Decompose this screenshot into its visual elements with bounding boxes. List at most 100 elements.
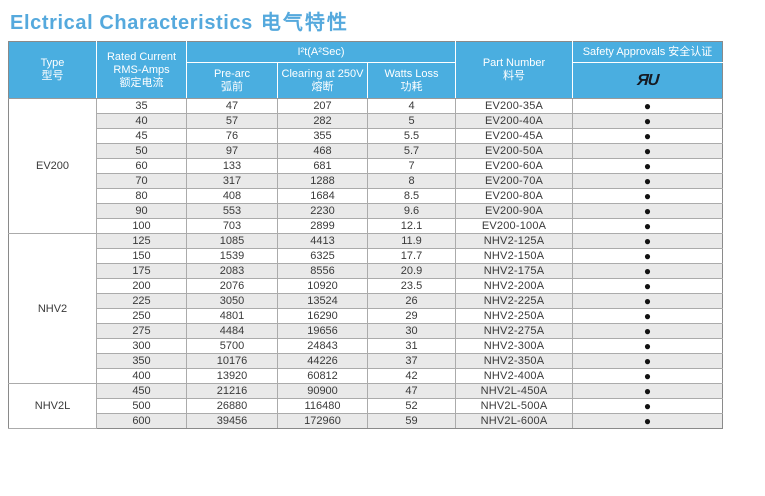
table-row: 80 408 1684 8.5 EV200-80A ● bbox=[9, 188, 724, 204]
pre-arc-cell: 2083 bbox=[186, 263, 278, 279]
approval-dot: ● bbox=[572, 203, 724, 219]
part-number-cell: NHV2-125A bbox=[455, 233, 574, 249]
part-number-cell: EV200-35A bbox=[455, 98, 574, 114]
rated-current-cell: 175 bbox=[96, 263, 187, 279]
page-title-en: Elctrical Characteristics bbox=[10, 12, 253, 34]
approval-dot: ● bbox=[572, 323, 724, 339]
part-number-cell: NHV2-300A bbox=[455, 338, 574, 354]
watts-loss-cell: 9.6 bbox=[366, 203, 457, 219]
part-number-cell: NHV2L-450A bbox=[455, 383, 574, 399]
table-row: 150 1539 6325 17.7 NHV2-150A ● bbox=[9, 248, 724, 264]
part-number-cell: NHV2L-500A bbox=[455, 398, 574, 414]
pre-arc-cell: 26880 bbox=[186, 398, 278, 414]
pre-arc-cell: 76 bbox=[186, 128, 278, 144]
table-row: 600 39456 172960 59 NHV2L-600A ● bbox=[9, 413, 724, 429]
part-number-cell: EV200-50A bbox=[455, 143, 574, 159]
approval-dot: ● bbox=[572, 233, 724, 249]
approval-dot: ● bbox=[572, 398, 724, 414]
clearing-cell: 13524 bbox=[277, 293, 368, 309]
part-number-cell: EV200-40A bbox=[455, 113, 574, 129]
pre-arc-cell: 5700 bbox=[186, 338, 278, 354]
rated-current-cell: 90 bbox=[96, 203, 187, 219]
clearing-cell: 116480 bbox=[277, 398, 368, 414]
part-number-cell: NHV2-350A bbox=[455, 353, 574, 369]
part-number-cell: EV200-45A bbox=[455, 128, 574, 144]
table-row: 350 10176 44226 37 NHV2-350A ● bbox=[9, 353, 724, 369]
watts-loss-cell: 59 bbox=[366, 413, 457, 429]
col-header-watts-loss-zh: 功耗 bbox=[400, 80, 423, 93]
rated-current-cell: 250 bbox=[96, 308, 187, 324]
rated-current-cell: 225 bbox=[96, 293, 187, 309]
watts-loss-cell: 5.5 bbox=[366, 128, 457, 144]
clearing-cell: 468 bbox=[277, 143, 368, 159]
approval-dot: ● bbox=[572, 308, 724, 324]
clearing-cell: 10920 bbox=[277, 278, 368, 294]
pre-arc-cell: 4484 bbox=[186, 323, 278, 339]
clearing-cell: 4413 bbox=[277, 233, 368, 249]
approval-dot: ● bbox=[572, 158, 724, 174]
part-number-cell: NHV2-200A bbox=[455, 278, 574, 294]
table-row: 300 5700 24843 31 NHV2-300A ● bbox=[9, 338, 724, 354]
table-row: 275 4484 19656 30 NHV2-275A ● bbox=[9, 323, 724, 339]
col-header-i2t-label: I²t(A²Sec) bbox=[297, 45, 345, 58]
table-row: 175 2083 8556 20.9 NHV2-175A ● bbox=[9, 263, 724, 279]
page-title-zh: 电气特性 bbox=[260, 12, 349, 34]
table-row: 50 97 468 5.7 EV200-50A ● bbox=[9, 143, 724, 159]
approval-dot: ● bbox=[572, 263, 724, 279]
clearing-cell: 172960 bbox=[277, 413, 368, 429]
approval-dot: ● bbox=[572, 413, 724, 429]
approval-dot: ● bbox=[572, 248, 724, 264]
watts-loss-cell: 23.5 bbox=[366, 278, 457, 294]
rated-current-cell: 45 bbox=[96, 128, 187, 144]
part-number-cell: EV200-100A bbox=[455, 218, 574, 234]
part-number-cell: NHV2L-600A bbox=[455, 413, 574, 429]
table-row: 45 76 355 5.5 EV200-45A ● bbox=[9, 128, 724, 144]
table-row: 40 57 282 5 EV200-40A ● bbox=[9, 113, 724, 129]
approval-dot: ● bbox=[572, 383, 724, 399]
table-row: NHV2L 450 21216 90900 47 NHV2L-450A ● bbox=[8, 383, 724, 429]
watts-loss-cell: 8.5 bbox=[366, 188, 457, 204]
part-number-cell: NHV2-175A bbox=[455, 263, 574, 279]
rated-current-cell: 400 bbox=[96, 368, 187, 384]
pre-arc-cell: 408 bbox=[186, 188, 278, 204]
clearing-cell: 282 bbox=[277, 113, 368, 129]
approval-dot: ● bbox=[572, 278, 724, 294]
col-header-rated-current-zh: 额定电流 bbox=[119, 76, 164, 89]
rated-current-cell: 200 bbox=[96, 278, 187, 294]
watts-loss-cell: 26 bbox=[366, 293, 457, 309]
watts-loss-cell: 31 bbox=[366, 338, 457, 354]
table-row: 90 553 2230 9.6 EV200-90A ● bbox=[9, 203, 724, 219]
ul-mark-cell: ЯU bbox=[572, 62, 724, 99]
col-header-clearing: Clearing at 250V 熔断 bbox=[277, 62, 368, 99]
approval-dot: ● bbox=[572, 218, 724, 234]
rated-current-cell: 50 bbox=[96, 143, 187, 159]
pre-arc-cell: 1539 bbox=[186, 248, 278, 264]
part-number-cell: EV200-90A bbox=[455, 203, 574, 219]
pre-arc-cell: 4801 bbox=[186, 308, 278, 324]
table-row: 400 13920 60812 42 NHV2-400A ● bbox=[9, 368, 724, 384]
approval-dot: ● bbox=[572, 98, 724, 114]
table-row: 100 703 2899 12.1 EV200-100A ● bbox=[9, 218, 724, 234]
approval-dot: ● bbox=[572, 353, 724, 369]
col-header-type: Type 型号 bbox=[8, 41, 97, 99]
col-header-rated-current: Rated Current RMS-Amps 额定电流 bbox=[96, 41, 187, 99]
electrical-characteristics-table: Type 型号 Rated Current RMS-Amps 额定电流 I²t(… bbox=[8, 41, 724, 429]
rated-current-cell: 35 bbox=[96, 98, 187, 114]
clearing-cell: 16290 bbox=[277, 308, 368, 324]
col-header-type-zh: 型号 bbox=[41, 70, 64, 82]
watts-loss-cell: 47 bbox=[366, 383, 457, 399]
clearing-cell: 44226 bbox=[277, 353, 368, 369]
table-row: 70 317 1288 8 EV200-70A ● bbox=[9, 173, 724, 189]
col-header-type-en: Type bbox=[40, 57, 65, 69]
watts-loss-cell: 8 bbox=[366, 173, 457, 189]
pre-arc-cell: 10176 bbox=[186, 353, 278, 369]
pre-arc-cell: 2076 bbox=[186, 278, 278, 294]
rated-current-cell: 450 bbox=[96, 383, 187, 399]
page-title: Elctrical Characteristics 电气特性 bbox=[10, 6, 765, 35]
clearing-cell: 207 bbox=[277, 98, 368, 114]
ul-recognized-mark-icon: ЯU bbox=[636, 71, 659, 89]
col-header-watts-loss-en: Watts Loss bbox=[384, 67, 439, 80]
approval-dot: ● bbox=[572, 173, 724, 189]
part-number-cell: NHV2-250A bbox=[455, 308, 574, 324]
watts-loss-cell: 12.1 bbox=[366, 218, 457, 234]
